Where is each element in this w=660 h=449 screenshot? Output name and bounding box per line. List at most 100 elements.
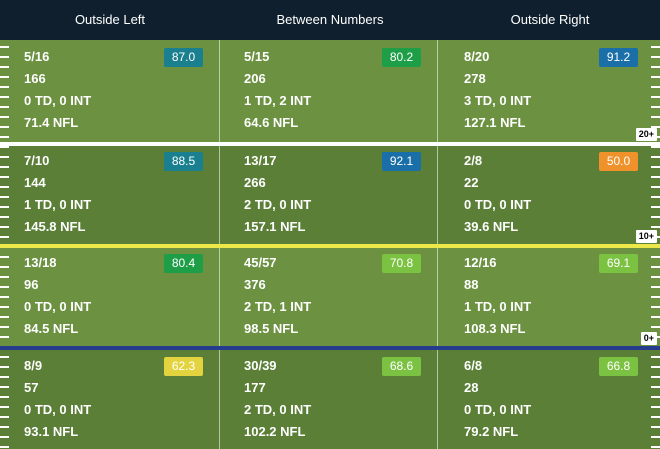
yard-hash-mark — [0, 266, 9, 268]
zone-cell: 12/16 88 1 TD, 0 INT 108.3 NFL 69.1 — [440, 246, 659, 349]
column-header-bar: Outside Left Between Numbers Outside Rig… — [0, 0, 660, 40]
yard-hash-mark — [0, 236, 9, 238]
yard-hash-mark — [0, 76, 9, 78]
touchdowns-interceptions-text: 0 TD, 0 INT — [24, 299, 92, 314]
completions-text: 13/18 — [24, 255, 57, 270]
depth-zone-label: 0+ — [640, 332, 657, 345]
yard-hash-mark — [0, 186, 9, 188]
completions-text: 13/17 — [244, 153, 277, 168]
nfl-rating-text: 79.2 NFL — [464, 424, 519, 439]
yards-text: 57 — [24, 380, 39, 395]
zone-cell: 8/20 278 3 TD, 0 INT 127.1 NFL 91.2 — [440, 40, 659, 144]
yard-hash-mark — [0, 276, 9, 278]
completions-text: 45/57 — [244, 255, 277, 270]
yard-hash-mark — [651, 386, 660, 388]
grade-badge: 50.0 — [599, 152, 638, 171]
nfl-rating-text: 102.2 NFL — [244, 424, 306, 439]
yards-text: 166 — [24, 71, 46, 86]
yard-hash-mark — [0, 116, 9, 118]
touchdowns-interceptions-text: 3 TD, 0 INT — [464, 93, 532, 108]
nfl-rating-text: 108.3 NFL — [464, 321, 526, 336]
touchdowns-interceptions-text: 1 TD, 2 INT — [244, 93, 312, 108]
yard-hash-mark — [651, 306, 660, 308]
zone-band — [0, 349, 660, 449]
zone-divider-line — [0, 346, 660, 350]
yard-hash-mark — [0, 196, 9, 198]
touchdowns-interceptions-text: 0 TD, 0 INT — [24, 402, 92, 417]
yard-hash-mark — [651, 186, 660, 188]
yard-hash-mark — [0, 216, 9, 218]
completions-text: 5/15 — [244, 49, 270, 64]
nfl-rating-text: 84.5 NFL — [24, 321, 79, 336]
zone-cell: 13/18 96 0 TD, 0 INT 84.5 NFL 80.4 — [0, 246, 219, 349]
yard-hash-mark — [651, 286, 660, 288]
yard-hash-mark — [651, 66, 660, 68]
zone-band — [0, 40, 660, 144]
completions-text: 7/10 — [24, 153, 50, 168]
completions-text: 8/9 — [24, 358, 43, 373]
yards-text: 278 — [464, 71, 486, 86]
zone-divider-line — [0, 244, 660, 248]
yard-hash-mark — [0, 226, 9, 228]
yard-hash-mark — [0, 176, 9, 178]
yard-hash-mark — [651, 206, 660, 208]
zone-cell: 7/10 144 1 TD, 0 INT 145.8 NFL 88.5 — [0, 144, 219, 246]
touchdowns-interceptions-text: 2 TD, 0 INT — [244, 402, 312, 417]
yard-hash-mark — [651, 406, 660, 408]
grade-badge: 91.2 — [599, 48, 638, 67]
completions-text: 8/20 — [464, 49, 490, 64]
yard-hash-mark — [651, 276, 660, 278]
yard-hash-mark — [651, 196, 660, 198]
grade-badge: 66.8 — [599, 357, 638, 376]
yard-hash-mark — [651, 376, 660, 378]
zone-band — [0, 246, 660, 349]
yard-hash-mark — [0, 256, 9, 258]
yards-text: 96 — [24, 277, 39, 292]
zone-cell: 45/57 376 2 TD, 1 INT 98.5 NFL 70.8 — [220, 246, 439, 349]
nfl-rating-text: 127.1 NFL — [464, 115, 526, 130]
yard-hash-mark — [651, 216, 660, 218]
zone-cell: 30/39 177 2 TD, 0 INT 102.2 NFL 68.6 — [220, 349, 439, 449]
completions-text: 6/8 — [464, 358, 483, 373]
nfl-rating-text: 93.1 NFL — [24, 424, 79, 439]
yard-hash-mark — [0, 416, 9, 418]
yard-hash-mark — [0, 306, 9, 308]
touchdowns-interceptions-text: 0 TD, 0 INT — [464, 402, 532, 417]
touchdowns-interceptions-text: 0 TD, 0 INT — [24, 93, 92, 108]
zone-band — [0, 144, 660, 246]
yard-hash-mark — [0, 136, 9, 138]
yards-text: 22 — [464, 175, 479, 190]
yard-hash-mark — [651, 76, 660, 78]
nfl-rating-text: 98.5 NFL — [244, 321, 299, 336]
yard-hash-mark — [651, 156, 660, 158]
yard-hash-mark — [0, 56, 9, 58]
grade-badge: 87.0 — [164, 48, 203, 67]
yard-hash-mark — [0, 156, 9, 158]
yard-hash-mark — [651, 96, 660, 98]
yard-hash-mark — [0, 106, 9, 108]
yard-hash-mark — [651, 226, 660, 228]
yard-hash-mark — [651, 176, 660, 178]
yard-hash-mark — [0, 366, 9, 368]
depth-zone-label: 10+ — [635, 230, 657, 243]
yard-hash-mark — [0, 386, 9, 388]
yard-hash-mark — [651, 86, 660, 88]
grade-badge: 62.3 — [164, 357, 203, 376]
yard-hash-mark — [0, 376, 9, 378]
touchdowns-interceptions-text: 2 TD, 0 INT — [244, 197, 312, 212]
yard-hash-mark — [0, 86, 9, 88]
yard-hash-mark — [651, 256, 660, 258]
touchdowns-interceptions-text: 0 TD, 0 INT — [464, 197, 532, 212]
yard-hash-mark — [0, 166, 9, 168]
yard-hash-mark — [0, 96, 9, 98]
yard-hash-mark — [0, 326, 9, 328]
grade-badge: 69.1 — [599, 254, 638, 273]
depth-zone-label: 20+ — [635, 128, 657, 141]
yard-hash-mark — [0, 406, 9, 408]
yard-hash-mark — [0, 316, 9, 318]
nfl-rating-text: 157.1 NFL — [244, 219, 306, 234]
yard-hash-mark — [651, 366, 660, 368]
zone-cell: 6/8 28 0 TD, 0 INT 79.2 NFL 66.8 — [440, 349, 659, 449]
yards-text: 206 — [244, 71, 266, 86]
yard-hash-mark — [651, 56, 660, 58]
